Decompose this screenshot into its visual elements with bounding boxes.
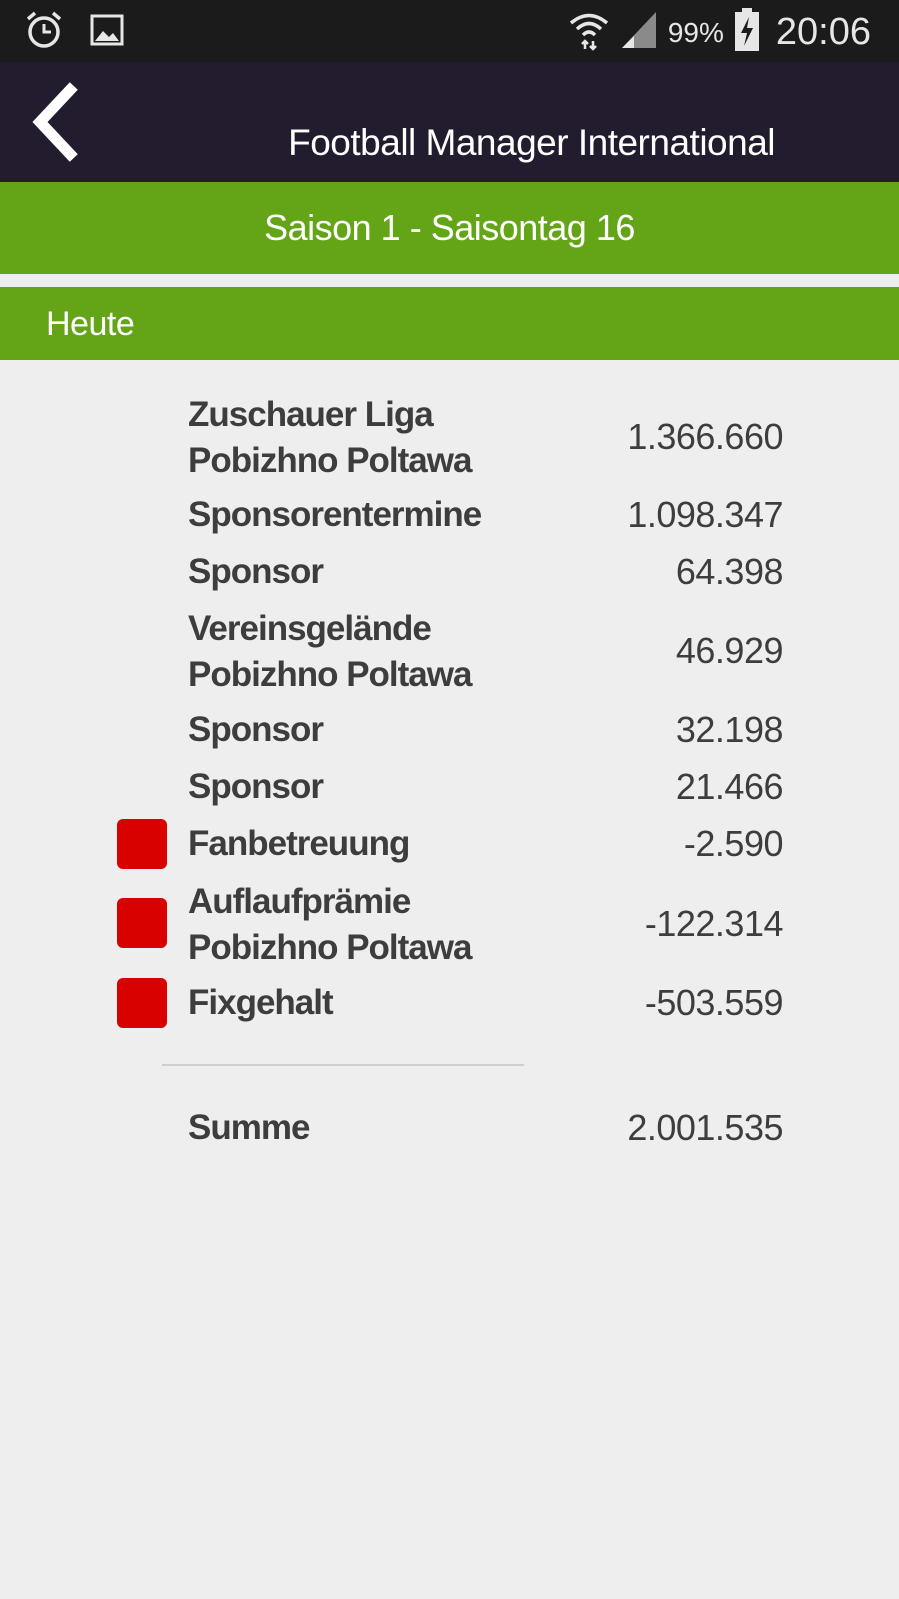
battery-charging-icon — [734, 8, 760, 57]
season-banner: Saison 1 - Saisontag 16 — [0, 182, 899, 274]
income-indicator — [117, 762, 167, 812]
row-label: Vereinsgelände Pobizhno Poltawa — [188, 609, 472, 694]
expense-indicator — [117, 819, 167, 869]
finance-row: Sponsor 64.398 — [0, 547, 899, 595]
row-label: Sponsorentermine — [188, 495, 482, 534]
income-indicator — [117, 490, 167, 540]
row-value: -503.559 — [644, 982, 784, 1023]
row-label: Fixgehalt — [188, 983, 334, 1022]
season-title: Saison 1 - Saisontag 16 — [264, 207, 635, 248]
total-indicator — [117, 1103, 167, 1153]
row-value: 1.366.660 — [627, 416, 783, 457]
expense-indicator — [117, 898, 167, 948]
section-title: Heute — [46, 305, 135, 343]
income-indicator — [117, 411, 167, 461]
row-value: 32.198 — [675, 709, 784, 750]
finance-row: Sponsor 21.466 — [0, 762, 899, 810]
chevron-left-icon — [32, 82, 78, 162]
battery-percent: 99% — [667, 16, 724, 48]
income-indicator — [117, 705, 167, 755]
expense-indicator — [117, 978, 167, 1028]
income-indicator — [117, 547, 167, 597]
divider — [162, 1064, 524, 1066]
app-bar: Football Manager International — [0, 62, 899, 182]
finance-row: Zuschauer Liga Pobizhno Poltawa 1.366.660 — [0, 390, 899, 486]
app-title: Football Manager International — [288, 122, 775, 163]
back-button[interactable] — [28, 82, 88, 162]
row-label: Sponsor — [188, 710, 324, 749]
finance-row: Fixgehalt -503.559 — [0, 978, 899, 1028]
income-indicator — [117, 625, 167, 675]
finance-row: Vereinsgelände Pobizhno Poltawa 46.929 — [0, 604, 899, 700]
row-value: 1.098.347 — [627, 494, 783, 535]
total-row: Summe 2.001.535 — [0, 1103, 899, 1151]
wifi-icon — [568, 9, 610, 56]
finance-row: Sponsor 32.198 — [0, 705, 899, 753]
finance-row: Sponsorentermine 1.098.347 — [0, 490, 899, 538]
signal-icon — [620, 10, 658, 55]
clock: 20:06 — [775, 11, 871, 53]
row-value: 46.929 — [675, 630, 784, 671]
row-value: -122.314 — [644, 903, 784, 944]
row-label: Fanbetreuung — [188, 824, 410, 863]
total-value: 2.001.535 — [627, 1107, 783, 1148]
finance-row: Auflaufprämie Pobizhno Poltawa -122.314 — [0, 877, 899, 973]
row-label: Auflaufprämie Pobizhno Poltawa — [188, 882, 472, 967]
finance-row: Fanbetreuung -2.590 — [0, 819, 899, 869]
section-header: Heute — [0, 287, 899, 360]
row-value: -2.590 — [683, 823, 784, 864]
status-bar: 99% 20:06 — [0, 0, 899, 62]
row-label: Sponsor — [188, 552, 324, 591]
alarm-icon — [24, 10, 64, 55]
image-icon — [90, 13, 124, 52]
row-label: Zuschauer Liga Pobizhno Poltawa — [188, 395, 472, 480]
total-label: Summe — [188, 1108, 310, 1147]
row-value: 64.398 — [675, 551, 784, 592]
row-value: 21.466 — [675, 766, 784, 807]
row-label: Sponsor — [188, 767, 324, 806]
